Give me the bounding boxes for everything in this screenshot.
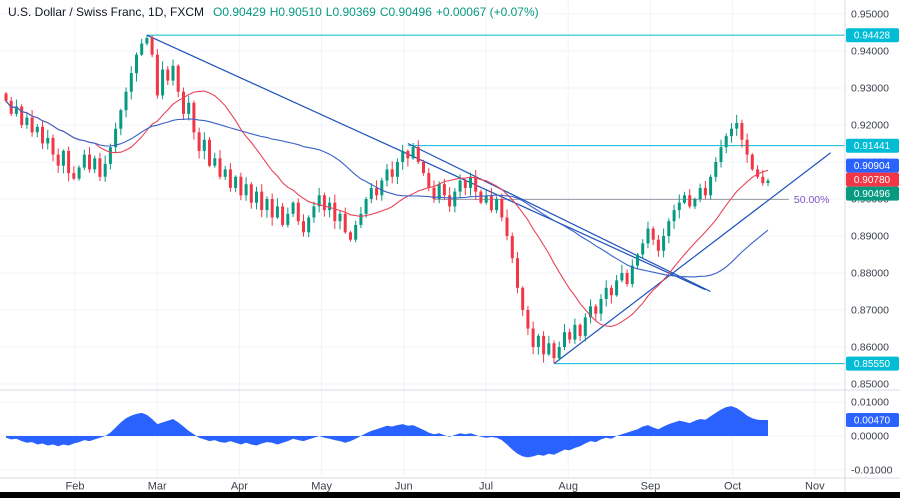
svg-text:-0.01000: -0.01000 [851,465,893,477]
svg-text:0.95000: 0.95000 [851,9,889,21]
price-badge: 0.90904 [846,158,899,173]
trendline[interactable] [146,34,706,291]
svg-text:Feb: Feb [66,481,85,493]
svg-text:Nov: Nov [805,481,825,493]
candles-layer[interactable] [4,35,770,364]
price-badge: 0.90496 [846,186,899,201]
trendline[interactable] [553,152,831,365]
ma-line-fast [5,90,769,327]
svg-text:Jul: Jul [479,481,493,493]
svg-text:0.91441: 0.91441 [854,141,891,152]
svg-text:0.86000: 0.86000 [851,342,889,354]
svg-text:Sep: Sep [641,481,661,493]
price-badge: 0.90780 [846,172,899,187]
chart-legend: U.S. Dollar / Swiss Franc, 1D, FXCM O0.90… [8,5,539,19]
svg-text:0.94428: 0.94428 [854,31,891,42]
svg-text:0.00000: 0.00000 [851,431,889,443]
oscillator-area [6,406,768,458]
svg-text:Apr: Apr [231,481,248,493]
ohlc-open: O0.90429 [213,5,266,19]
time-axis[interactable]: Feb Mar Apr May Jun Jul Aug Sep Oct Nov [66,481,826,493]
symbol-title[interactable]: U.S. Dollar / Swiss Franc, 1D, FXCM [8,5,205,19]
svg-text:0.90496: 0.90496 [854,189,891,200]
svg-text:0.87000: 0.87000 [851,305,889,317]
price-badge: 0.94428 [846,28,899,43]
price-badge: 0.91441 [846,138,899,153]
svg-text:0.90780: 0.90780 [854,175,891,186]
bottom-bar [0,492,900,498]
price-badge: 0.85550 [846,356,899,371]
svg-text:Aug: Aug [558,481,578,493]
svg-text:0.89000: 0.89000 [851,231,889,243]
svg-text:0.94000: 0.94000 [851,46,889,58]
ma-line-slow [5,100,769,278]
svg-text:0.93000: 0.93000 [851,83,889,95]
ohlc-close: C0.90496 [379,5,432,19]
trendline[interactable] [407,142,711,293]
grid-layer [0,0,845,478]
svg-text:Mar: Mar [148,481,167,493]
price-change: +0.00067 (+0.07%) [435,5,539,19]
svg-text:May: May [311,481,332,493]
svg-text:Oct: Oct [724,481,741,493]
svg-text:Jun: Jun [395,481,413,493]
svg-text:0.01000: 0.01000 [851,397,889,409]
svg-text:0.00470: 0.00470 [854,416,891,427]
price-axis[interactable]: 0.950000.940000.930000.920000.910000.900… [851,9,893,477]
svg-text:0.85000: 0.85000 [851,379,889,391]
fib-level-label: 50.00% [794,194,830,206]
svg-text:0.88000: 0.88000 [851,268,889,280]
svg-text:0.85550: 0.85550 [854,359,891,370]
svg-text:0.92000: 0.92000 [851,120,889,132]
ohlc-high: H0.90510 [269,5,322,19]
indicator-value-badge: 0.00470 [846,413,899,427]
ohlc-low: L0.90369 [325,5,376,19]
svg-text:0.90904: 0.90904 [854,161,891,172]
